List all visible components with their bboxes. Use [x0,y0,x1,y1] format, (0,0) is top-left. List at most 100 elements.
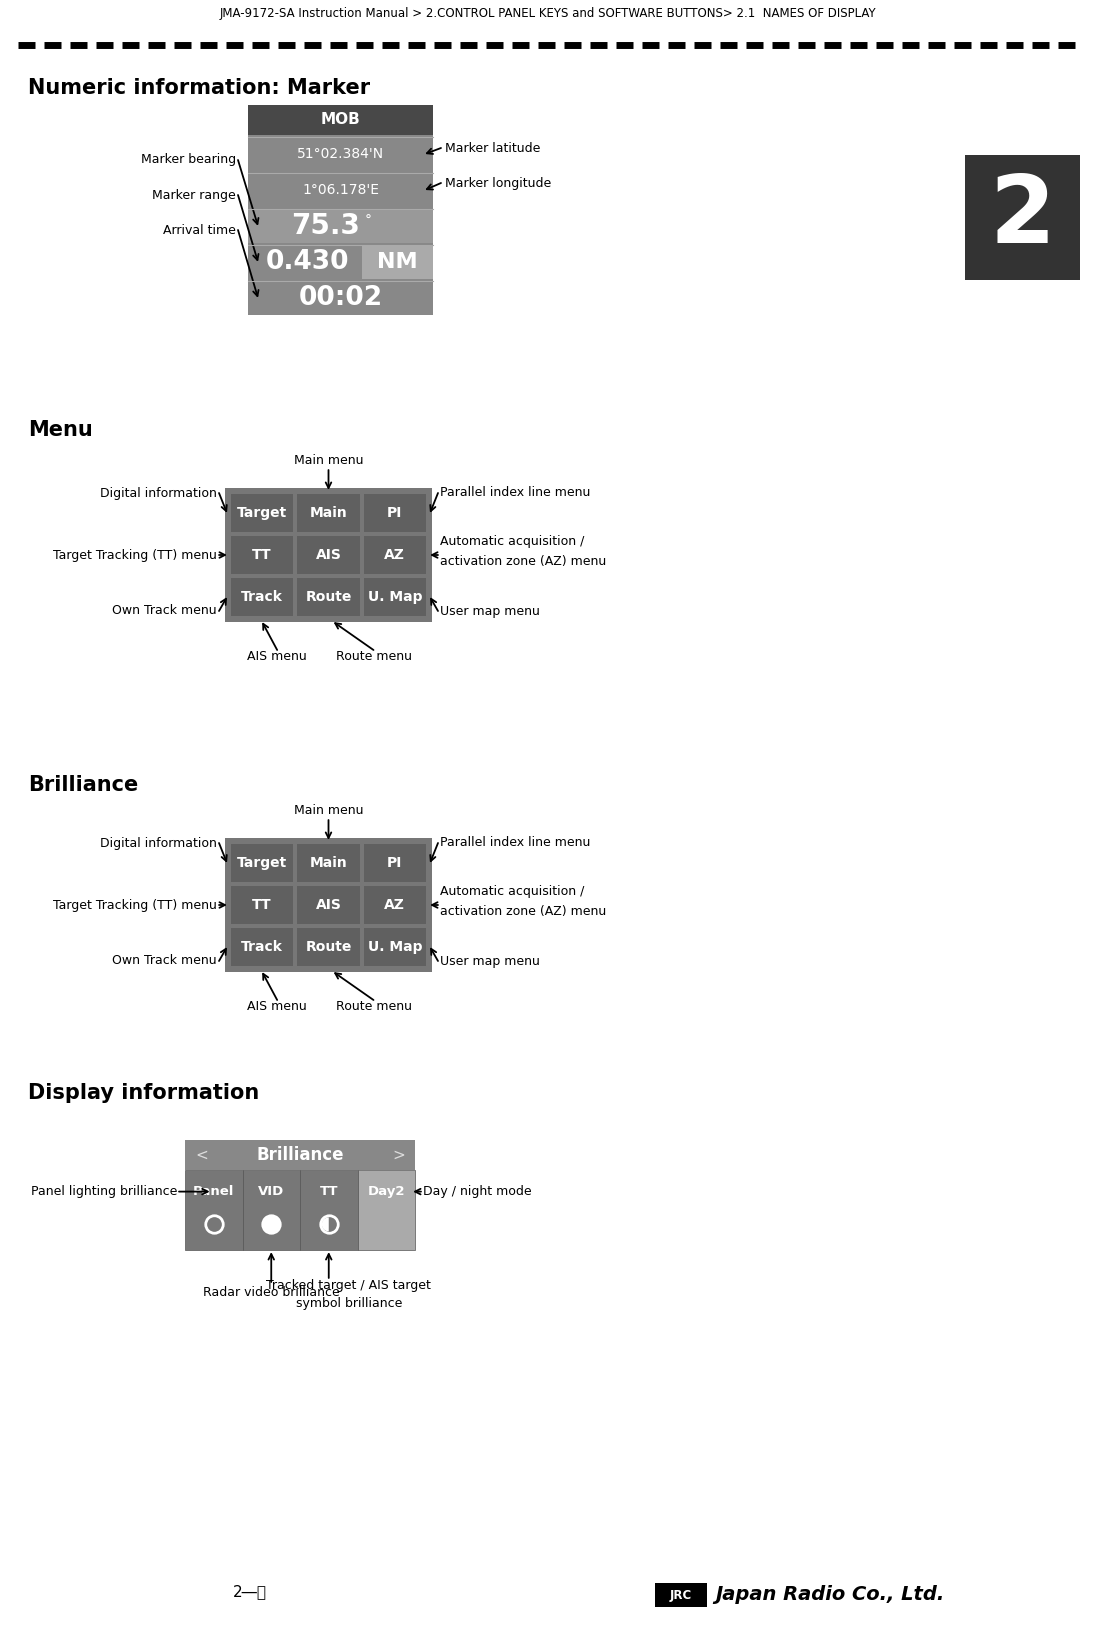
Text: 0.430: 0.430 [265,249,349,276]
Bar [225,839,432,971]
Bar [242,1170,300,1250]
Text: °: ° [365,213,372,228]
Text: Target Tracking (TT) menu: Target Tracking (TT) menu [53,548,217,561]
Bar [964,154,1080,281]
Text: U. Map: U. Map [367,940,422,953]
Text: Automatic acquisition /: Automatic acquisition / [439,886,584,899]
Wedge shape [322,1218,329,1231]
Text: AZ: AZ [385,898,406,912]
Bar [231,494,294,532]
Text: Track: Track [241,940,283,953]
Text: TT: TT [252,548,272,561]
Text: Arrival time: Arrival time [163,223,236,236]
Bar [185,1170,242,1250]
Bar [364,929,426,967]
Text: AIS: AIS [316,898,342,912]
Text: activation zone (AZ) menu: activation zone (AZ) menu [439,904,606,917]
Text: Marker range: Marker range [152,189,236,202]
Bar [297,843,359,881]
Text: Panel: Panel [193,1185,235,1198]
Text: Panel lighting brilliance: Panel lighting brilliance [31,1185,176,1198]
Bar [231,929,294,967]
Text: Main menu: Main menu [294,453,363,466]
Text: MOB: MOB [321,113,361,128]
Text: VID: VID [259,1185,284,1198]
Text: PI: PI [387,857,402,870]
Text: AIS menu: AIS menu [248,1001,307,1014]
Text: Main menu: Main menu [294,804,363,817]
Text: Radar video brilliance: Radar video brilliance [203,1285,340,1298]
Text: symbol brilliance: symbol brilliance [296,1296,402,1310]
Bar [225,487,432,622]
Text: Main: Main [310,857,347,870]
Bar [231,843,294,881]
Text: 2: 2 [989,171,1055,263]
Bar [248,208,433,243]
Bar [297,578,359,615]
Bar [297,494,359,532]
Text: Target: Target [237,857,287,870]
Bar [655,1584,707,1607]
Text: Automatic acquisition /: Automatic acquisition / [439,535,584,548]
Text: Brilliance: Brilliance [28,775,138,794]
Text: Display information: Display information [28,1083,260,1103]
Bar [248,281,433,315]
Text: >: > [392,1147,406,1162]
Bar [248,105,433,135]
Text: Own Track menu: Own Track menu [113,955,217,968]
Text: JRC: JRC [670,1588,693,1602]
Text: Japan Radio Co., Ltd.: Japan Radio Co., Ltd. [715,1585,945,1605]
Bar [364,494,426,532]
Text: Route menu: Route menu [335,1001,411,1014]
Text: User map menu: User map menu [439,955,540,968]
Bar [248,105,433,315]
Text: Route: Route [306,591,352,604]
Text: 51°02.384'N: 51°02.384'N [297,148,384,161]
Bar [364,578,426,615]
Bar [362,245,433,279]
Text: Digital information: Digital information [100,837,217,850]
Text: AZ: AZ [385,548,406,561]
Text: Digital information: Digital information [100,486,217,499]
Text: TT: TT [252,898,272,912]
Bar [248,245,433,279]
Text: Numeric information: Marker: Numeric information: Marker [28,79,370,98]
Text: Parallel index line menu: Parallel index line menu [439,837,591,850]
Bar [300,1170,357,1250]
Text: JMA-9172-SA Instruction Manual > 2.CONTROL PANEL KEYS and SOFTWARE BUTTONS> 2.1 : JMA-9172-SA Instruction Manual > 2.CONTR… [219,7,877,20]
Bar [364,886,426,924]
Text: Day2: Day2 [367,1185,406,1198]
Text: Target: Target [237,505,287,520]
Text: Marker longitude: Marker longitude [445,177,551,189]
Text: <: < [195,1147,208,1162]
Text: Marker latitude: Marker latitude [445,141,540,154]
Text: Route: Route [306,940,352,953]
Text: 1°06.178'E: 1°06.178'E [302,184,379,197]
Bar [185,1140,415,1170]
Text: 2―９: 2―９ [233,1585,267,1600]
Text: Target Tracking (TT) menu: Target Tracking (TT) menu [53,899,217,911]
Text: Day / night mode: Day / night mode [423,1185,532,1198]
Text: Brilliance: Brilliance [256,1145,344,1163]
Text: PI: PI [387,505,402,520]
Bar [231,886,294,924]
Bar [231,578,294,615]
Text: TT: TT [320,1185,338,1198]
Text: 75.3: 75.3 [292,212,361,240]
Text: Parallel index line menu: Parallel index line menu [439,486,591,499]
Text: User map menu: User map menu [439,604,540,617]
Text: Marker bearing: Marker bearing [141,154,236,166]
Text: Own Track menu: Own Track menu [113,604,217,617]
Text: activation zone (AZ) menu: activation zone (AZ) menu [439,555,606,568]
Text: Track: Track [241,591,283,604]
Bar [231,537,294,574]
Text: NM: NM [377,253,418,272]
Text: Menu: Menu [28,420,93,440]
Bar [364,843,426,881]
Text: Main: Main [310,505,347,520]
Text: 00:02: 00:02 [298,286,383,312]
Bar [297,886,359,924]
Text: Tracked target / AIS target: Tracked target / AIS target [266,1278,431,1291]
Bar [364,537,426,574]
Bar [357,1170,415,1250]
